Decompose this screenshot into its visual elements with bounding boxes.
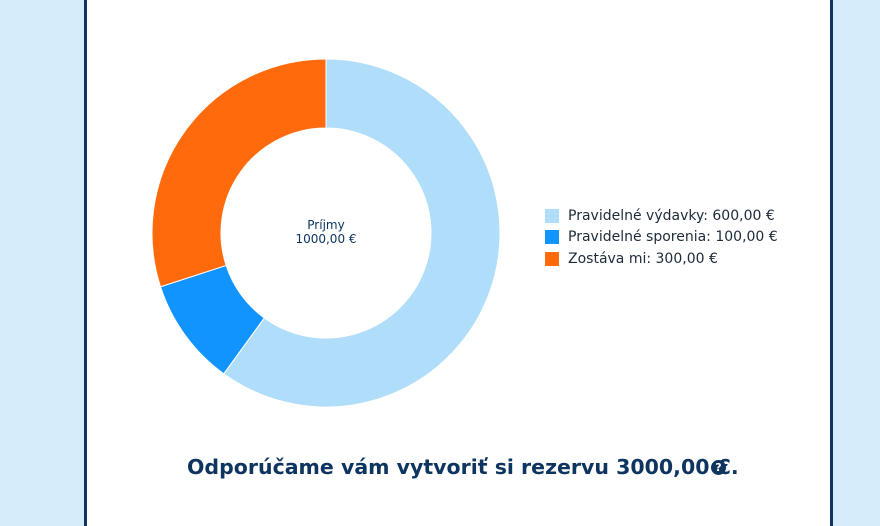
- reserve-recommendation: Odporúčame vám vytvoriť si rezervu 3000,…: [187, 455, 739, 479]
- legend-item-vydavky[interactable]: Pravidelné výdavky: 600,00 €: [545, 205, 778, 227]
- legend-swatch: [545, 251, 559, 266]
- legend-label: Pravidelné sporenia: 100,00 €: [568, 229, 778, 246]
- legend-swatch: [545, 230, 559, 245]
- question-circle-icon[interactable]: ?: [711, 460, 726, 475]
- chart-legend: Pravidelné výdavky: 600,00 € Pravidelné …: [545, 205, 778, 270]
- donut-chart: Príjmy 1000,00 €: [151, 58, 501, 408]
- legend-label: Pravidelné výdavky: 600,00 €: [568, 207, 775, 224]
- center-label-title: Príjmy: [307, 218, 344, 232]
- legend-label: Zostáva mi: 300,00 €: [568, 250, 718, 267]
- legend-item-zostava[interactable]: Zostáva mi: 300,00 €: [545, 248, 778, 270]
- donut-slice-0[interactable]: [223, 58, 501, 408]
- legend-swatch: [545, 208, 559, 223]
- donut-slice-2[interactable]: [151, 58, 327, 288]
- donut-slices: [151, 58, 501, 408]
- center-label-value: 1000,00 €: [295, 232, 356, 246]
- legend-item-sporenia[interactable]: Pravidelné sporenia: 100,00 €: [545, 227, 778, 249]
